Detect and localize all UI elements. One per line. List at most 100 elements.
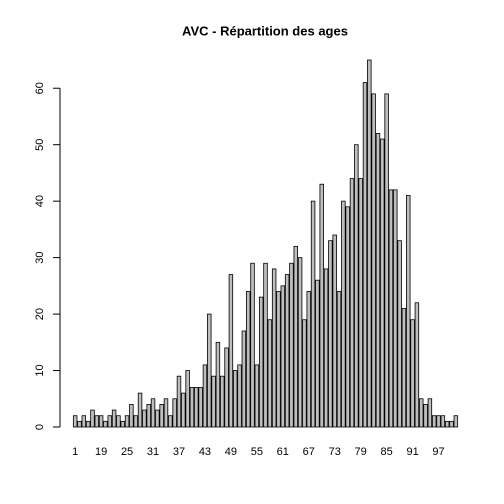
y-tick-label: 50 [34,139,46,151]
bar [367,59,372,428]
bar [107,415,112,428]
bar [155,409,160,428]
y-tick-label: 40 [34,195,46,207]
bar [129,404,134,428]
bar [354,144,359,428]
bar [224,347,229,428]
y-tick-label: 30 [34,251,46,263]
bar [444,420,450,428]
bar [77,420,82,428]
bar [124,415,130,428]
bar [345,206,350,428]
bar [271,268,277,428]
bar [120,420,125,428]
bar [163,398,169,428]
x-tick-label: 1 [72,446,78,458]
y-tick-label: 20 [34,308,46,320]
bar [103,420,108,428]
bar [388,189,394,428]
bar [319,183,324,428]
y-tick-label: 0 [34,424,46,430]
bar [397,240,402,428]
bar [245,291,251,428]
bar [194,387,199,428]
bar [423,404,428,428]
bar [315,279,320,428]
bar [289,262,294,428]
bar [233,370,238,428]
x-tick-label: 43 [199,446,211,458]
bar [116,415,121,428]
x-tick-label: 19 [95,446,107,458]
chart-title: AVC - Répartition des ages [182,23,348,38]
x-tick-label: 25 [121,446,133,458]
bar [375,132,381,428]
bar [137,392,143,428]
bar [362,82,368,428]
bar [328,240,333,428]
bar [263,262,268,428]
bar [133,415,138,428]
x-tick-label: 85 [380,446,392,458]
bar [250,262,255,428]
bar [393,189,398,428]
bar [401,308,407,428]
bar [146,404,151,428]
bar [85,420,91,428]
x-tick-label: 79 [355,446,367,458]
bar [228,274,234,428]
bar [431,415,437,428]
x-tick-label: 55 [251,446,263,458]
bar [207,313,212,428]
bar [159,404,164,428]
bar [237,364,242,428]
x-tick-label: 67 [303,446,315,458]
bar [323,268,329,428]
y-tick-label: 10 [34,364,46,376]
bar [310,200,316,428]
bar [349,178,355,428]
y-tick-label: 60 [34,82,46,94]
bar [419,398,424,428]
bar [241,330,247,428]
bar [81,415,87,428]
x-tick-label: 91 [406,446,418,458]
bar [427,398,433,428]
x-tick-label: 31 [147,446,159,458]
x-tick-label: 61 [277,446,289,458]
bar [98,415,104,428]
bar [306,291,311,428]
bar [168,415,173,428]
bar [276,291,281,428]
bar [341,200,346,428]
bar [406,195,411,428]
bar [453,415,459,428]
x-tick-label: 73 [329,446,341,458]
bar [284,274,290,428]
bar [72,415,78,428]
bar [384,93,389,428]
bar [336,291,342,428]
bar [111,409,117,428]
bar [150,398,156,428]
bar [302,319,307,428]
bar [202,364,208,428]
bar [258,296,264,428]
bar [297,257,303,428]
bar [176,375,182,428]
bar [436,415,441,428]
bar [371,93,376,428]
bar [380,138,385,428]
bar [211,375,216,428]
bar [410,319,415,428]
x-tick-label: 49 [225,446,237,458]
bar [220,375,225,428]
bar [142,409,147,428]
bar [185,370,190,428]
bar [189,387,195,428]
bar [280,285,286,428]
bar [414,302,420,428]
